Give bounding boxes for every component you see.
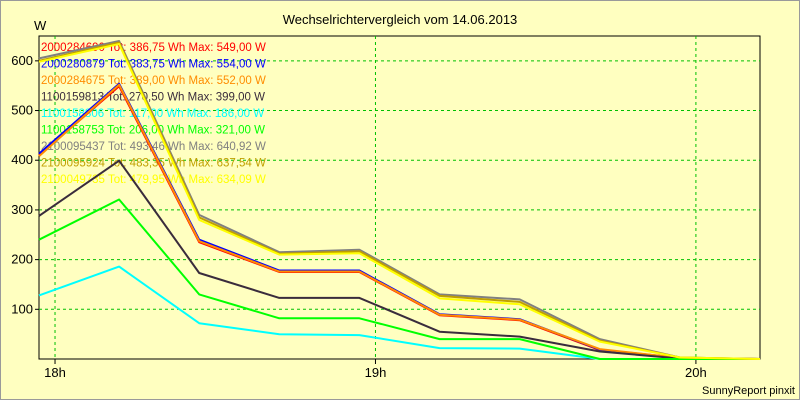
y-tick-label: 300 — [11, 202, 33, 217]
legend-entry: 2100095924 Tot: 483,35 Wh Max: 637,54 W — [41, 158, 266, 170]
y-tick-label: 600 — [11, 53, 33, 68]
series-line-2000284675 — [38, 83, 761, 360]
legend-entry: 2000284675 Tot: 389,00 Wh Max: 552,00 W — [41, 75, 266, 87]
series-line-1100159813 — [38, 159, 761, 360]
legend-entry: 2100049735 Tot: 479,95 Wh Max: 634,09 W — [41, 174, 266, 186]
footer-credit: SunnyReport pinxit — [702, 385, 795, 397]
legend-entry: 1100158753 Tot: 206,00 Wh Max: 321,00 W — [41, 125, 265, 137]
legend-entry: 2000280879 Tot: 383,75 Wh Max: 554,00 W — [41, 59, 266, 71]
y-tick-label: 400 — [11, 152, 33, 167]
y-tick-label: 100 — [11, 301, 33, 316]
legend-entry: 2100095437 Tot: 493,46 Wh Max: 640,92 W — [41, 141, 266, 153]
legend-entry: 1100159813 Tot: 270,50 Wh Max: 399,00 W — [41, 92, 265, 104]
chart-title: Wechselrichtervergleich vom 14.06.2013 — [283, 12, 518, 27]
legend: 2000284690 Tot: 386,75 Wh Max: 549,00 W2… — [41, 42, 266, 186]
series-line-2100049735 — [38, 43, 761, 360]
y-tick-label: 200 — [11, 252, 33, 267]
y-axis: 100 200 300 400 500 600 — [11, 53, 39, 316]
y-tick-label: 500 — [11, 103, 33, 118]
series-line-1100158753 — [38, 198, 760, 360]
x-tick-label: 19h — [365, 365, 387, 380]
x-axis: 18h 19h 20h — [44, 359, 707, 380]
x-tick-label: 18h — [44, 365, 66, 380]
x-tick-label: 20h — [685, 365, 707, 380]
y-axis-unit: W — [34, 18, 47, 33]
plot-area — [38, 35, 761, 360]
series-lines — [38, 40, 761, 360]
